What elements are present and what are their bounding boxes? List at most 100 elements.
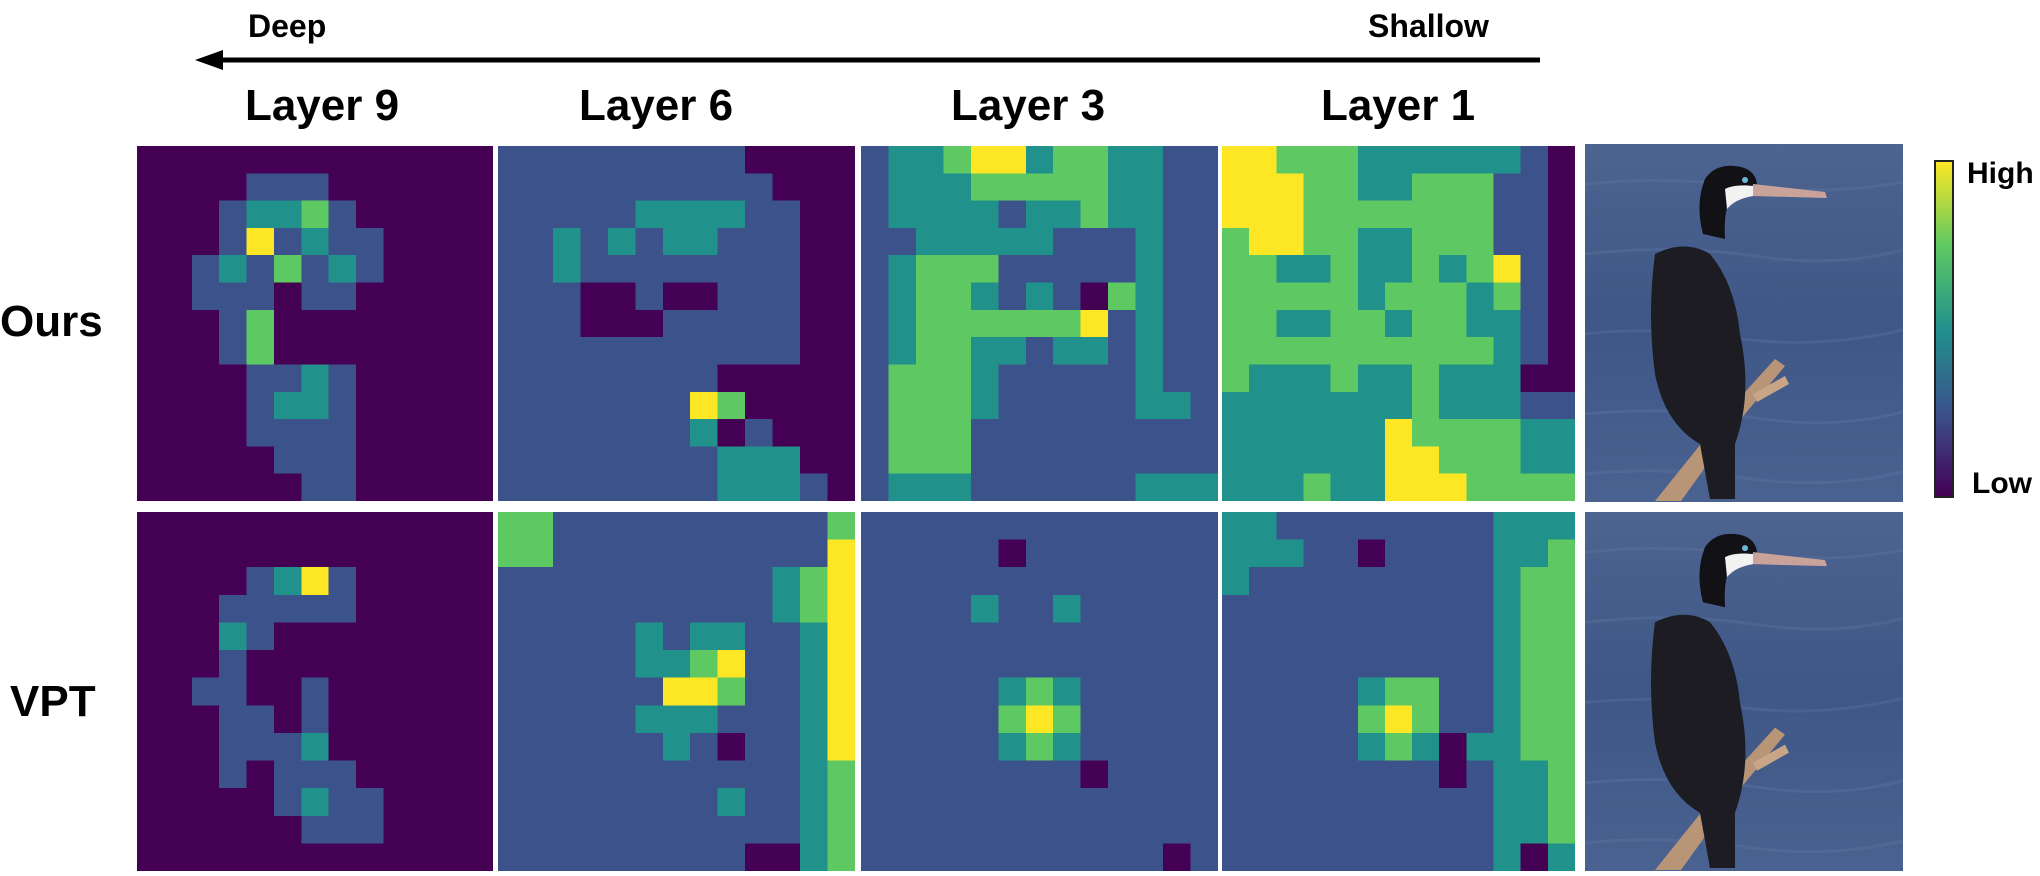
heatmap-cell xyxy=(1493,567,1522,596)
heatmap-cell xyxy=(888,391,917,420)
heatmap-cell xyxy=(1249,282,1277,311)
heatmap-cell xyxy=(998,255,1027,284)
heatmap-cell xyxy=(943,364,972,393)
heatmap-cell xyxy=(1249,446,1277,475)
heatmap-cell xyxy=(191,622,220,651)
heatmap-cell xyxy=(164,282,193,311)
heatmap-cell xyxy=(1330,200,1359,229)
heatmap-cell xyxy=(301,255,330,284)
heatmap-cell xyxy=(1135,391,1164,420)
heatmap-cell xyxy=(1520,815,1549,844)
heatmap-cell xyxy=(1222,512,1250,541)
heatmap-cell xyxy=(607,391,636,420)
heatmap-cell xyxy=(943,843,972,871)
heatmap-cell xyxy=(1249,364,1277,393)
heatmap-cell xyxy=(888,473,917,501)
heatmap-cell xyxy=(1222,594,1250,624)
heatmap-cell xyxy=(246,309,275,338)
heatmap-cell xyxy=(1249,227,1277,256)
heatmap-cell xyxy=(998,473,1027,501)
heatmap-cell xyxy=(800,539,829,568)
heatmap-cell xyxy=(1547,843,1575,871)
heatmap-cell xyxy=(273,200,302,229)
heatmap-cell xyxy=(191,200,220,229)
heatmap-cell xyxy=(690,227,719,256)
heatmap-cell xyxy=(580,173,609,202)
heatmap-cell xyxy=(998,843,1027,871)
heatmap-cell xyxy=(1053,173,1082,202)
heatmap-cell xyxy=(1547,567,1575,596)
heatmap-cell xyxy=(943,446,972,475)
heatmap-cell xyxy=(827,364,855,393)
heatmap-cell xyxy=(1412,173,1440,202)
heatmap-cell xyxy=(552,539,581,568)
heatmap-cell xyxy=(662,309,691,338)
heatmap-cell xyxy=(1520,419,1549,447)
heatmap-cell xyxy=(1493,843,1522,871)
heatmap-cell xyxy=(383,760,412,789)
heatmap-cell xyxy=(273,309,302,338)
heatmap-cell xyxy=(888,650,917,679)
heatmap-cell xyxy=(273,788,302,817)
heatmap-cell xyxy=(745,539,774,568)
heatmap-cell xyxy=(1493,539,1522,568)
heatmap-cell xyxy=(164,446,193,475)
heatmap-cell xyxy=(717,255,746,284)
heatmap-cell xyxy=(1276,760,1305,789)
heatmap-cell xyxy=(717,364,746,393)
heatmap-cell xyxy=(1222,705,1250,734)
heatmap-cell xyxy=(607,788,636,817)
heatmap-cell xyxy=(635,760,664,789)
heatmap-cell xyxy=(525,282,554,311)
heatmap-cell xyxy=(1190,788,1218,817)
heatmap-cell xyxy=(1163,650,1192,679)
heatmap-cell xyxy=(607,732,636,762)
heatmap-grid xyxy=(137,512,493,871)
heatmap-cell xyxy=(1276,337,1305,366)
heatmap-cell xyxy=(1163,539,1192,568)
heatmap-cell xyxy=(246,173,275,202)
heatmap-cell xyxy=(635,512,664,541)
heatmap-cell xyxy=(1330,337,1359,366)
heatmap-cell xyxy=(273,705,302,734)
heatmap-cell xyxy=(690,815,719,844)
heatmap-cell xyxy=(1053,146,1082,174)
heatmap-cell xyxy=(1303,446,1332,475)
heatmap-cell xyxy=(1466,705,1495,734)
heatmap-cell xyxy=(137,419,165,447)
heatmap-cell xyxy=(1412,227,1440,256)
heatmap-cell xyxy=(943,788,972,817)
heatmap-cell xyxy=(970,650,999,679)
heatmap-cell xyxy=(717,788,746,817)
heatmap-cell xyxy=(1357,788,1386,817)
heatmap-cell xyxy=(552,200,581,229)
heatmap-cell xyxy=(328,173,357,202)
heatmap-cell xyxy=(800,594,829,624)
heatmap-cell xyxy=(772,594,801,624)
heatmap-cell xyxy=(1547,173,1575,202)
heatmap-cell xyxy=(861,255,890,284)
heatmap-vpt-layer-9 xyxy=(137,512,493,871)
heatmap-cell xyxy=(580,146,609,174)
heatmap-cell xyxy=(943,309,972,338)
heatmap-cell xyxy=(1080,567,1109,596)
heatmap-cell xyxy=(800,815,829,844)
heatmap-cell xyxy=(328,650,357,679)
heatmap-cell xyxy=(498,446,527,475)
heatmap-cell xyxy=(1190,705,1218,734)
heatmap-cell xyxy=(383,227,412,256)
heatmap-cell xyxy=(191,146,220,174)
heatmap-cell xyxy=(1439,309,1467,338)
heatmap-cell xyxy=(1135,594,1164,624)
heatmap-cell xyxy=(1493,227,1522,256)
heatmap-cell xyxy=(635,337,664,366)
heatmap-cell xyxy=(1190,309,1218,338)
heatmap-cell xyxy=(772,650,801,679)
heatmap-cell xyxy=(888,567,917,596)
heatmap-cell xyxy=(552,705,581,734)
heatmap-cell xyxy=(1466,539,1495,568)
heatmap-cell xyxy=(690,677,719,706)
heatmap-cell xyxy=(273,567,302,596)
heatmap-cell xyxy=(772,567,801,596)
heatmap-cell xyxy=(1547,309,1575,338)
